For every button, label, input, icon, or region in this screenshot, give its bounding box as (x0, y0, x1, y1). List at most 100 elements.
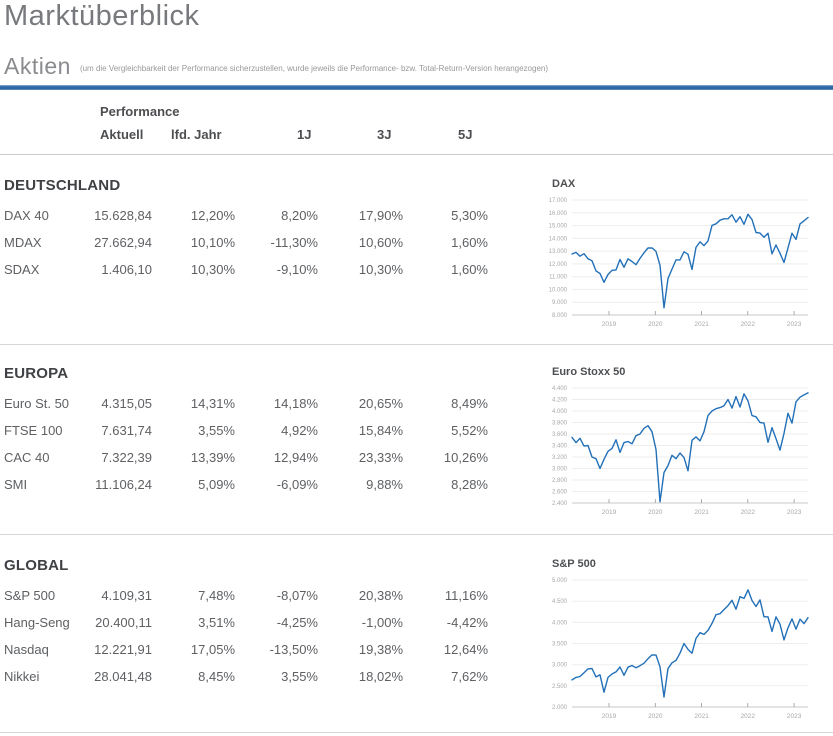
index-value: -13,50% (269, 642, 318, 657)
index-value: 10,10% (190, 235, 235, 250)
svg-text:3.000: 3.000 (552, 467, 568, 473)
index-label: Nikkei (4, 669, 40, 684)
svg-text:16.000: 16.000 (549, 211, 568, 217)
aktien-note: (um die Vergleichbarkeit der Performance… (79, 64, 549, 73)
svg-text:2021: 2021 (694, 509, 709, 516)
svg-text:13.000: 13.000 (549, 249, 568, 255)
index-value: 18,02% (358, 669, 403, 684)
index-chart: 2.400 2.600 2.800 3.000 3.200 3.400 3.600 3.800… (541, 384, 833, 523)
index-row: Nasdaq 12.221,91 17,05% -13,50% 19,38% 12,64% (4, 636, 833, 663)
chart-sp-500: S&P 500 2.000 2.500 3.000 3.500 4.000 4.500 5.… (541, 558, 833, 727)
index-value: 12.221,91 (94, 642, 152, 657)
index-value: -11,30% (270, 235, 318, 250)
svg-text:3.400: 3.400 (552, 444, 568, 450)
aktien-title: Aktien (4, 53, 71, 79)
index-value: 11,16% (444, 588, 488, 603)
index-table: Euro St. 50 4.315,05 14,31% 14,18% 20,65% 8,4… (4, 390, 833, 498)
svg-text:2023: 2023 (787, 321, 802, 328)
index-row: FTSE 100 7.631,74 3,55% 4,92% 15,84% 5,52% (4, 417, 833, 444)
page-bottom-divider (0, 732, 833, 733)
svg-text:2.500: 2.500 (552, 684, 568, 690)
svg-text:2022: 2022 (741, 321, 756, 328)
index-label: FTSE 100 (4, 423, 63, 438)
index-value: 15.628,84 (94, 208, 152, 223)
col-header-lfd-jahr: lfd. Jahr (171, 127, 222, 142)
svg-text:17.000: 17.000 (549, 198, 568, 204)
index-label: Nasdaq (4, 642, 49, 657)
page-title: Marktüberblick (4, 0, 200, 32)
index-label: SMI (4, 477, 28, 492)
svg-text:2019: 2019 (602, 713, 617, 720)
index-value: 12,20% (190, 208, 235, 223)
accent-divider (0, 85, 833, 90)
svg-text:2023: 2023 (787, 713, 802, 720)
svg-text:2019: 2019 (602, 509, 617, 516)
index-label: CAC 40 (4, 450, 50, 465)
section-divider (0, 344, 833, 345)
index-value: 3,55% (198, 423, 235, 438)
index-value: 20.400,11 (95, 615, 152, 630)
index-value: 5,09% (198, 477, 235, 492)
index-value: 17,05% (190, 642, 235, 657)
index-label: SDAX (4, 262, 40, 277)
chart-euro-stoxx-50: Euro Stoxx 50 2.400 2.600 2.800 3.000 3.200 3… (541, 366, 833, 523)
index-value: 3,51% (198, 615, 235, 630)
index-value: 10,60% (358, 235, 403, 250)
col-header-aktuell: Aktuell (100, 127, 144, 142)
index-table: DAX 40 15.628,84 12,20% 8,20% 17,90% 5,30% MDA… (4, 202, 833, 283)
section-heading: EUROPA (4, 365, 69, 382)
svg-text:3.500: 3.500 (552, 642, 568, 648)
line-series (571, 589, 809, 698)
index-label: Hang-Seng (4, 615, 70, 630)
svg-text:14.000: 14.000 (549, 236, 568, 242)
chart-title: S&P 500 (552, 558, 596, 570)
svg-text:8.000: 8.000 (552, 313, 568, 319)
svg-text:2.400: 2.400 (552, 501, 568, 507)
index-value: 14,18% (273, 396, 318, 411)
svg-text:3.800: 3.800 (552, 421, 568, 427)
index-value: 3,55% (281, 669, 318, 684)
svg-text:2020: 2020 (648, 713, 663, 720)
index-row: Nikkei 28.041,48 8,45% 3,55% 18,02% 7,62% (4, 663, 833, 690)
index-value: -6,09% (276, 477, 318, 492)
index-value: 12,64% (443, 642, 488, 657)
index-row: Hang-Seng 20.400,11 3,51% -4,25% -1,00% -4,42… (4, 609, 833, 636)
index-value: 1,60% (451, 235, 488, 250)
index-value: 7,48% (198, 588, 235, 603)
index-value: 11.106,24 (95, 477, 152, 492)
svg-text:5.000: 5.000 (552, 578, 568, 584)
svg-text:2022: 2022 (741, 713, 756, 720)
index-value: 19,38% (358, 642, 403, 657)
index-value: -8,07% (276, 588, 318, 603)
index-value: 8,20% (281, 208, 318, 223)
svg-text:2019: 2019 (602, 321, 617, 328)
index-value: 9,88% (366, 477, 403, 492)
index-value: 5,30% (451, 208, 488, 223)
index-value: 14,31% (190, 396, 235, 411)
index-value: 17,90% (358, 208, 403, 223)
svg-text:3.200: 3.200 (552, 455, 568, 461)
index-value: -1,00% (361, 615, 403, 630)
svg-text:11.000: 11.000 (549, 275, 568, 281)
svg-text:3.600: 3.600 (552, 432, 568, 438)
line-series (571, 392, 809, 503)
index-value: 12,94% (273, 450, 318, 465)
chart-title: DAX (552, 178, 576, 190)
index-row: CAC 40 7.322,39 13,39% 12,94% 23,33% 10,26% (4, 444, 833, 471)
section-deutschland: DEUTSCHLAND DAX 40 15.628,84 12,20% 8,20% 17… (4, 176, 833, 328)
index-value: 13,39% (190, 450, 235, 465)
index-label: Euro St. 50 (4, 396, 70, 411)
index-row: SMI 11.106,24 5,09% -6,09% 9,88% 8,28% (4, 471, 833, 498)
svg-text:2021: 2021 (694, 713, 709, 720)
index-table: S&P 500 4.109,31 7,48% -8,07% 20,38% 11,16% Ha… (4, 582, 833, 690)
index-value: 1.406,10 (101, 262, 152, 277)
section-heading: DEUTSCHLAND (4, 177, 121, 194)
col-header-3j: 3J (377, 127, 392, 142)
svg-text:2020: 2020 (648, 321, 663, 328)
index-value: -4,42% (446, 615, 488, 630)
performance-group-label: Performance (100, 104, 180, 119)
index-value: 4.109,31 (101, 588, 152, 603)
index-value: 28.041,48 (94, 669, 152, 684)
index-value: 7.322,39 (101, 450, 152, 465)
table-header-divider (0, 154, 833, 155)
